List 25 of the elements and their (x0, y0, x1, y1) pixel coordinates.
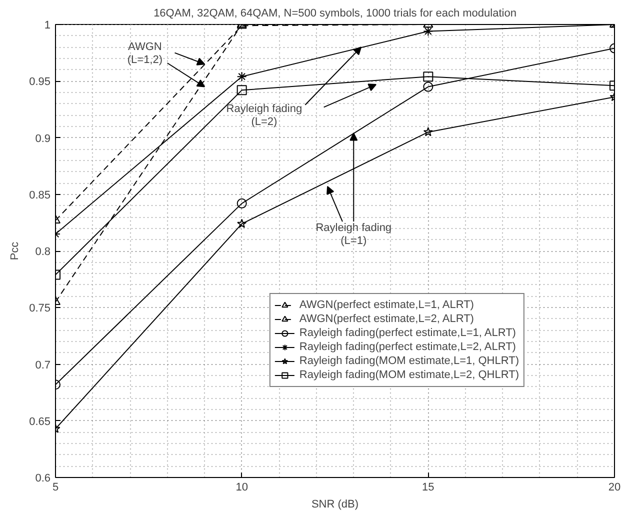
annotation: Rayleigh fading (L=1) (316, 222, 392, 248)
y-tick-label: 0.9 (35, 132, 51, 145)
y-tick-label: 0.75 (29, 302, 51, 315)
y-tick-label: 0.7 (35, 359, 51, 372)
y-axis-title: Pcc (9, 241, 22, 260)
chart-title: 16QAM, 32QAM, 64QAM, N=500 symbols, 1000 trials for each modulation (154, 8, 516, 20)
x-tick-label: 5 (52, 482, 59, 494)
y-tick-label: 1 (44, 20, 51, 32)
annotation: AWGN (L=1,2) (127, 40, 163, 66)
y-tick-label: 0.6 (35, 472, 51, 484)
y-tick-label: 0.65 (29, 416, 51, 428)
y-tick-label: 0.85 (29, 189, 51, 202)
annotation: Rayleigh fading (L=2) (226, 103, 302, 128)
legend-label: Rayleigh fading(MOM estimate,L=2, QHLRT) (299, 368, 519, 382)
y-tick-label: 0.8 (35, 246, 51, 258)
legend-label: AWGN(perfect estimate,L=2, ALRT) (299, 312, 474, 326)
legend-label: Rayleigh fading(MOM estimate,L=1, QHLRT) (299, 354, 519, 368)
legend-label: Rayleigh fading(perfect estimate,L=2, ALRT) (299, 340, 516, 354)
y-tick-label: 0.95 (29, 76, 51, 88)
x-axis-title: SNR (dB) (311, 498, 359, 510)
legend-label: AWGN(perfect estimate,L=1, ALRT) (299, 298, 474, 312)
x-tick-label: 15 (422, 482, 434, 494)
x-tick-label: 10 (236, 482, 248, 494)
x-tick-label: 20 (608, 482, 621, 494)
legend-label: Rayleigh fading(perfect estimate,L=1, ALRT) (299, 326, 516, 340)
